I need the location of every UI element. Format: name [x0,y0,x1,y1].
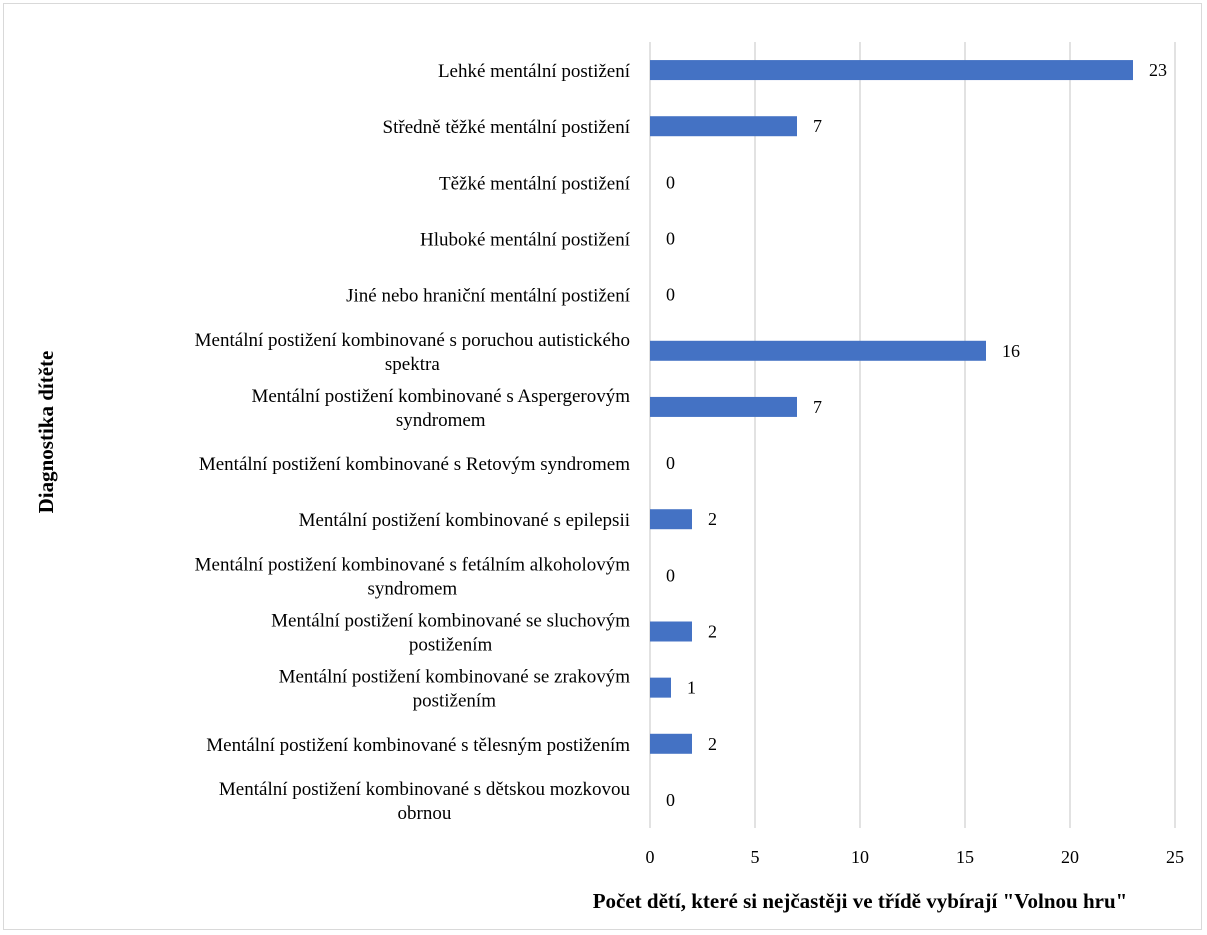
category-label: Hluboké mentální postižení [420,230,631,251]
data-label: 2 [708,734,717,754]
x-tick-label: 5 [751,847,760,867]
category-label: obrnou [398,803,452,824]
bar [650,621,692,642]
category-label: Mentální postižení kombinované s dětskou… [219,779,631,800]
category-labels: Lehké mentální postižení Středně těžké me… [195,61,631,824]
data-label: 0 [666,565,675,585]
data-label: 0 [666,453,675,473]
data-label: 2 [708,509,717,529]
data-label: 23 [1149,60,1167,80]
category-label: Lehké mentální postižení [438,61,631,82]
bar [650,340,986,361]
data-label: 7 [813,116,822,136]
y-axis-title: Diagnostika dítěte [34,351,58,514]
category-label: Mentální postižení kombinované s porucho… [195,330,630,351]
category-label: syndromem [396,410,486,431]
bar [650,509,692,530]
category-label: Těžké mentální postižení [439,173,631,194]
x-tick-label: 10 [851,847,869,867]
category-label: spektra [385,354,440,375]
data-label: 0 [666,285,675,305]
category-label: Mentální postižení kombinované s epileps… [299,510,630,531]
data-label: 0 [666,229,675,249]
category-label: Mentální postižení kombinované s fetální… [195,554,631,575]
category-label: Mentální postižení kombinované s Retovým… [199,454,630,475]
category-label: Mentální postižení kombinované se zrakov… [279,667,631,688]
data-label: 2 [708,622,717,642]
bar [650,677,671,698]
category-label: syndromem [367,578,457,599]
category-label: Mentální postižení kombinované s Asperge… [251,386,630,407]
chart-frame [3,3,1202,930]
x-tick-label: 15 [956,847,974,867]
x-tick-labels: 0 5 10 15 20 25 [646,847,1185,867]
category-label: Mentální postižení kombinované se slucho… [271,611,630,632]
x-axis-title: Počet dětí, které si nejčastěji ve třídě… [593,889,1128,913]
category-label: Mentální postižení kombinované s tělesný… [206,735,630,756]
data-label: 1 [687,678,696,698]
data-label: 0 [666,172,675,192]
bars [650,60,1133,754]
category-label: Středně těžké mentální postižení [383,117,631,138]
bar [650,60,1133,81]
data-label: 7 [813,397,822,417]
category-label: postižením [413,691,497,712]
gridlines [649,42,1176,828]
x-tick-label: 25 [1166,847,1184,867]
x-tick-label: 0 [646,847,655,867]
data-label: 0 [666,790,675,810]
bar [650,116,797,137]
bar [650,396,797,417]
data-label: 16 [1002,341,1020,361]
x-tick-label: 20 [1061,847,1079,867]
bar [650,733,692,754]
data-labels: 23 7 0 0 0 16 7 0 2 0 2 1 2 0 [666,60,1167,810]
category-label: postižením [409,635,493,656]
category-label: Jiné nebo hraniční mentální postižení [346,286,631,307]
